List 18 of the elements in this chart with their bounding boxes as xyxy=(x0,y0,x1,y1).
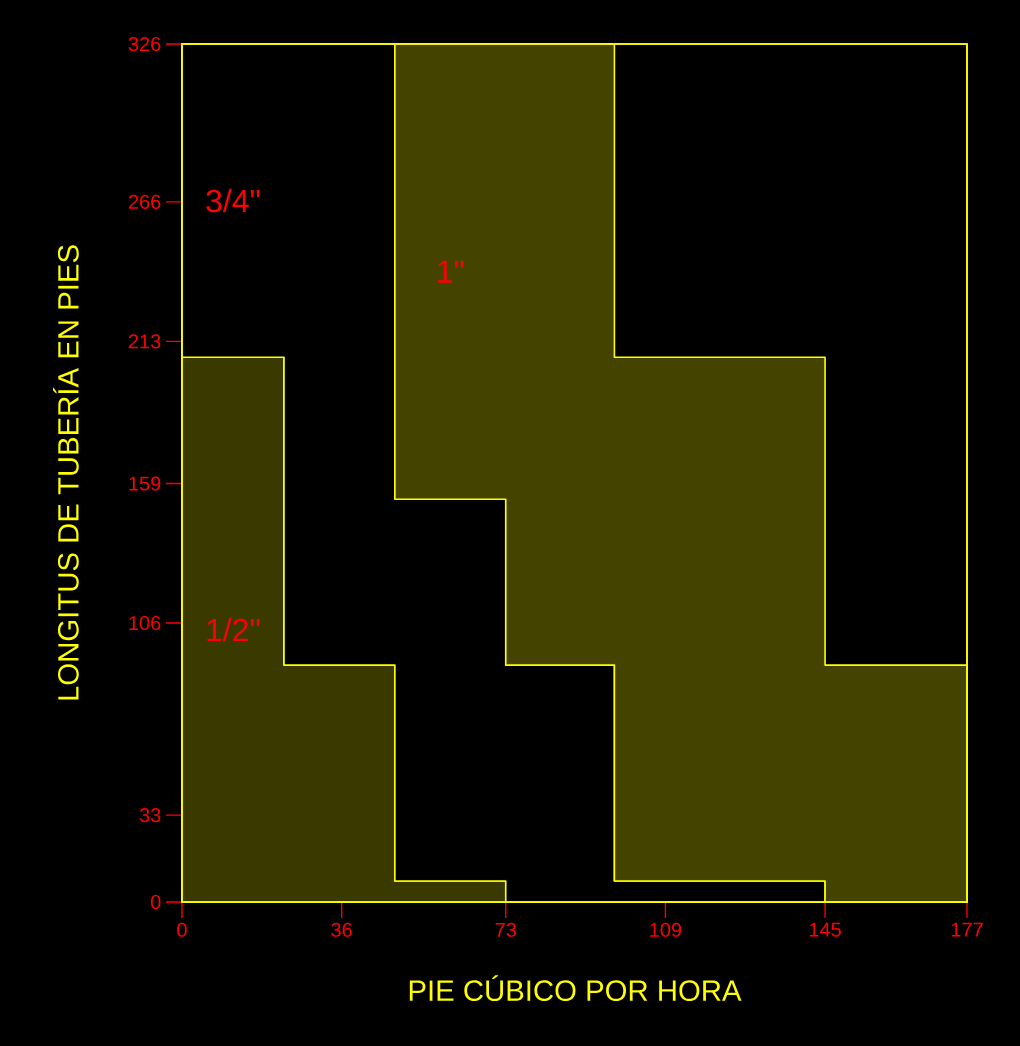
series-label: 3/4" xyxy=(206,188,260,213)
x-tick-label: 73 xyxy=(495,922,516,937)
x-tick-label: 145 xyxy=(809,922,841,937)
x-tick-label: 0 xyxy=(177,922,187,937)
series-label: 1/2" xyxy=(207,617,260,642)
y-tick-label: 106 xyxy=(129,615,161,631)
x-tick-label: 177 xyxy=(951,922,983,937)
series-label: 1" xyxy=(438,260,464,283)
y-tick-label: 33 xyxy=(139,808,161,823)
y-tick-label: 326 xyxy=(128,36,161,52)
x-tick-label: 109 xyxy=(650,922,682,937)
y-tick-label: 159 xyxy=(129,476,161,491)
y-tick-label: 0 xyxy=(150,894,161,910)
x-axis-title: PIE CÚBICO POR HORA xyxy=(409,975,742,1002)
y-tick-label: 213 xyxy=(128,334,161,349)
x-tick-label: 36 xyxy=(331,922,352,937)
y-axis-title: LONGITUS DE TUBERÍA EN PIES xyxy=(53,245,79,700)
y-tick-label: 266 xyxy=(128,194,161,209)
